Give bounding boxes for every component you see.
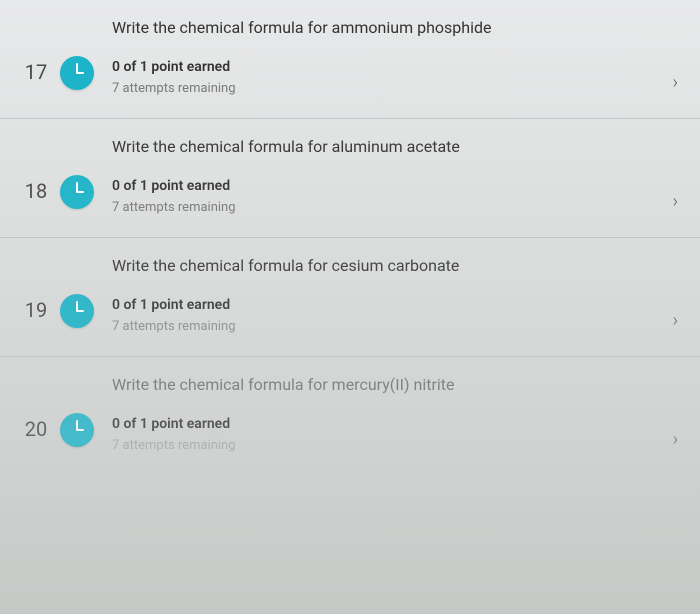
chevron-right-icon: › — [673, 191, 678, 212]
clock-icon — [60, 175, 94, 209]
question-row[interactable]: 19 Write the chemical formula for cesium… — [0, 238, 700, 357]
chevron-right-icon: › — [673, 72, 678, 93]
question-number: 20 — [12, 375, 60, 441]
chevron-right-icon: › — [673, 310, 678, 331]
points-earned: 0 of 1 point earned — [112, 178, 650, 194]
question-row[interactable]: 17 Write the chemical formula for ammoni… — [0, 0, 700, 119]
question-content: Write the chemical formula for ammonium … — [112, 18, 680, 96]
clock-icon — [60, 56, 94, 90]
clock-icon — [60, 413, 94, 447]
question-content: Write the chemical formula for aluminum … — [112, 137, 680, 215]
question-content: Write the chemical formula for mercury(I… — [112, 375, 680, 453]
clock-icon — [60, 294, 94, 328]
attempts-remaining: 7 attempts remaining — [112, 81, 650, 96]
question-title: Write the chemical formula for aluminum … — [112, 137, 650, 156]
points-earned: 0 of 1 point earned — [112, 416, 650, 432]
attempts-remaining: 7 attempts remaining — [112, 319, 650, 334]
question-row[interactable]: 18 Write the chemical formula for alumin… — [0, 119, 700, 238]
question-title: Write the chemical formula for cesium ca… — [112, 256, 650, 275]
attempts-remaining: 7 attempts remaining — [112, 438, 650, 453]
question-title: Write the chemical formula for mercury(I… — [112, 375, 650, 394]
points-earned: 0 of 1 point earned — [112, 297, 650, 313]
attempts-remaining: 7 attempts remaining — [112, 200, 650, 215]
question-number: 19 — [12, 256, 60, 322]
points-earned: 0 of 1 point earned — [112, 59, 650, 75]
question-number: 18 — [12, 137, 60, 203]
question-number: 17 — [12, 18, 60, 84]
question-row[interactable]: 20 Write the chemical formula for mercur… — [0, 357, 700, 475]
question-title: Write the chemical formula for ammonium … — [112, 18, 650, 37]
chevron-right-icon: › — [673, 429, 678, 450]
question-content: Write the chemical formula for cesium ca… — [112, 256, 680, 334]
